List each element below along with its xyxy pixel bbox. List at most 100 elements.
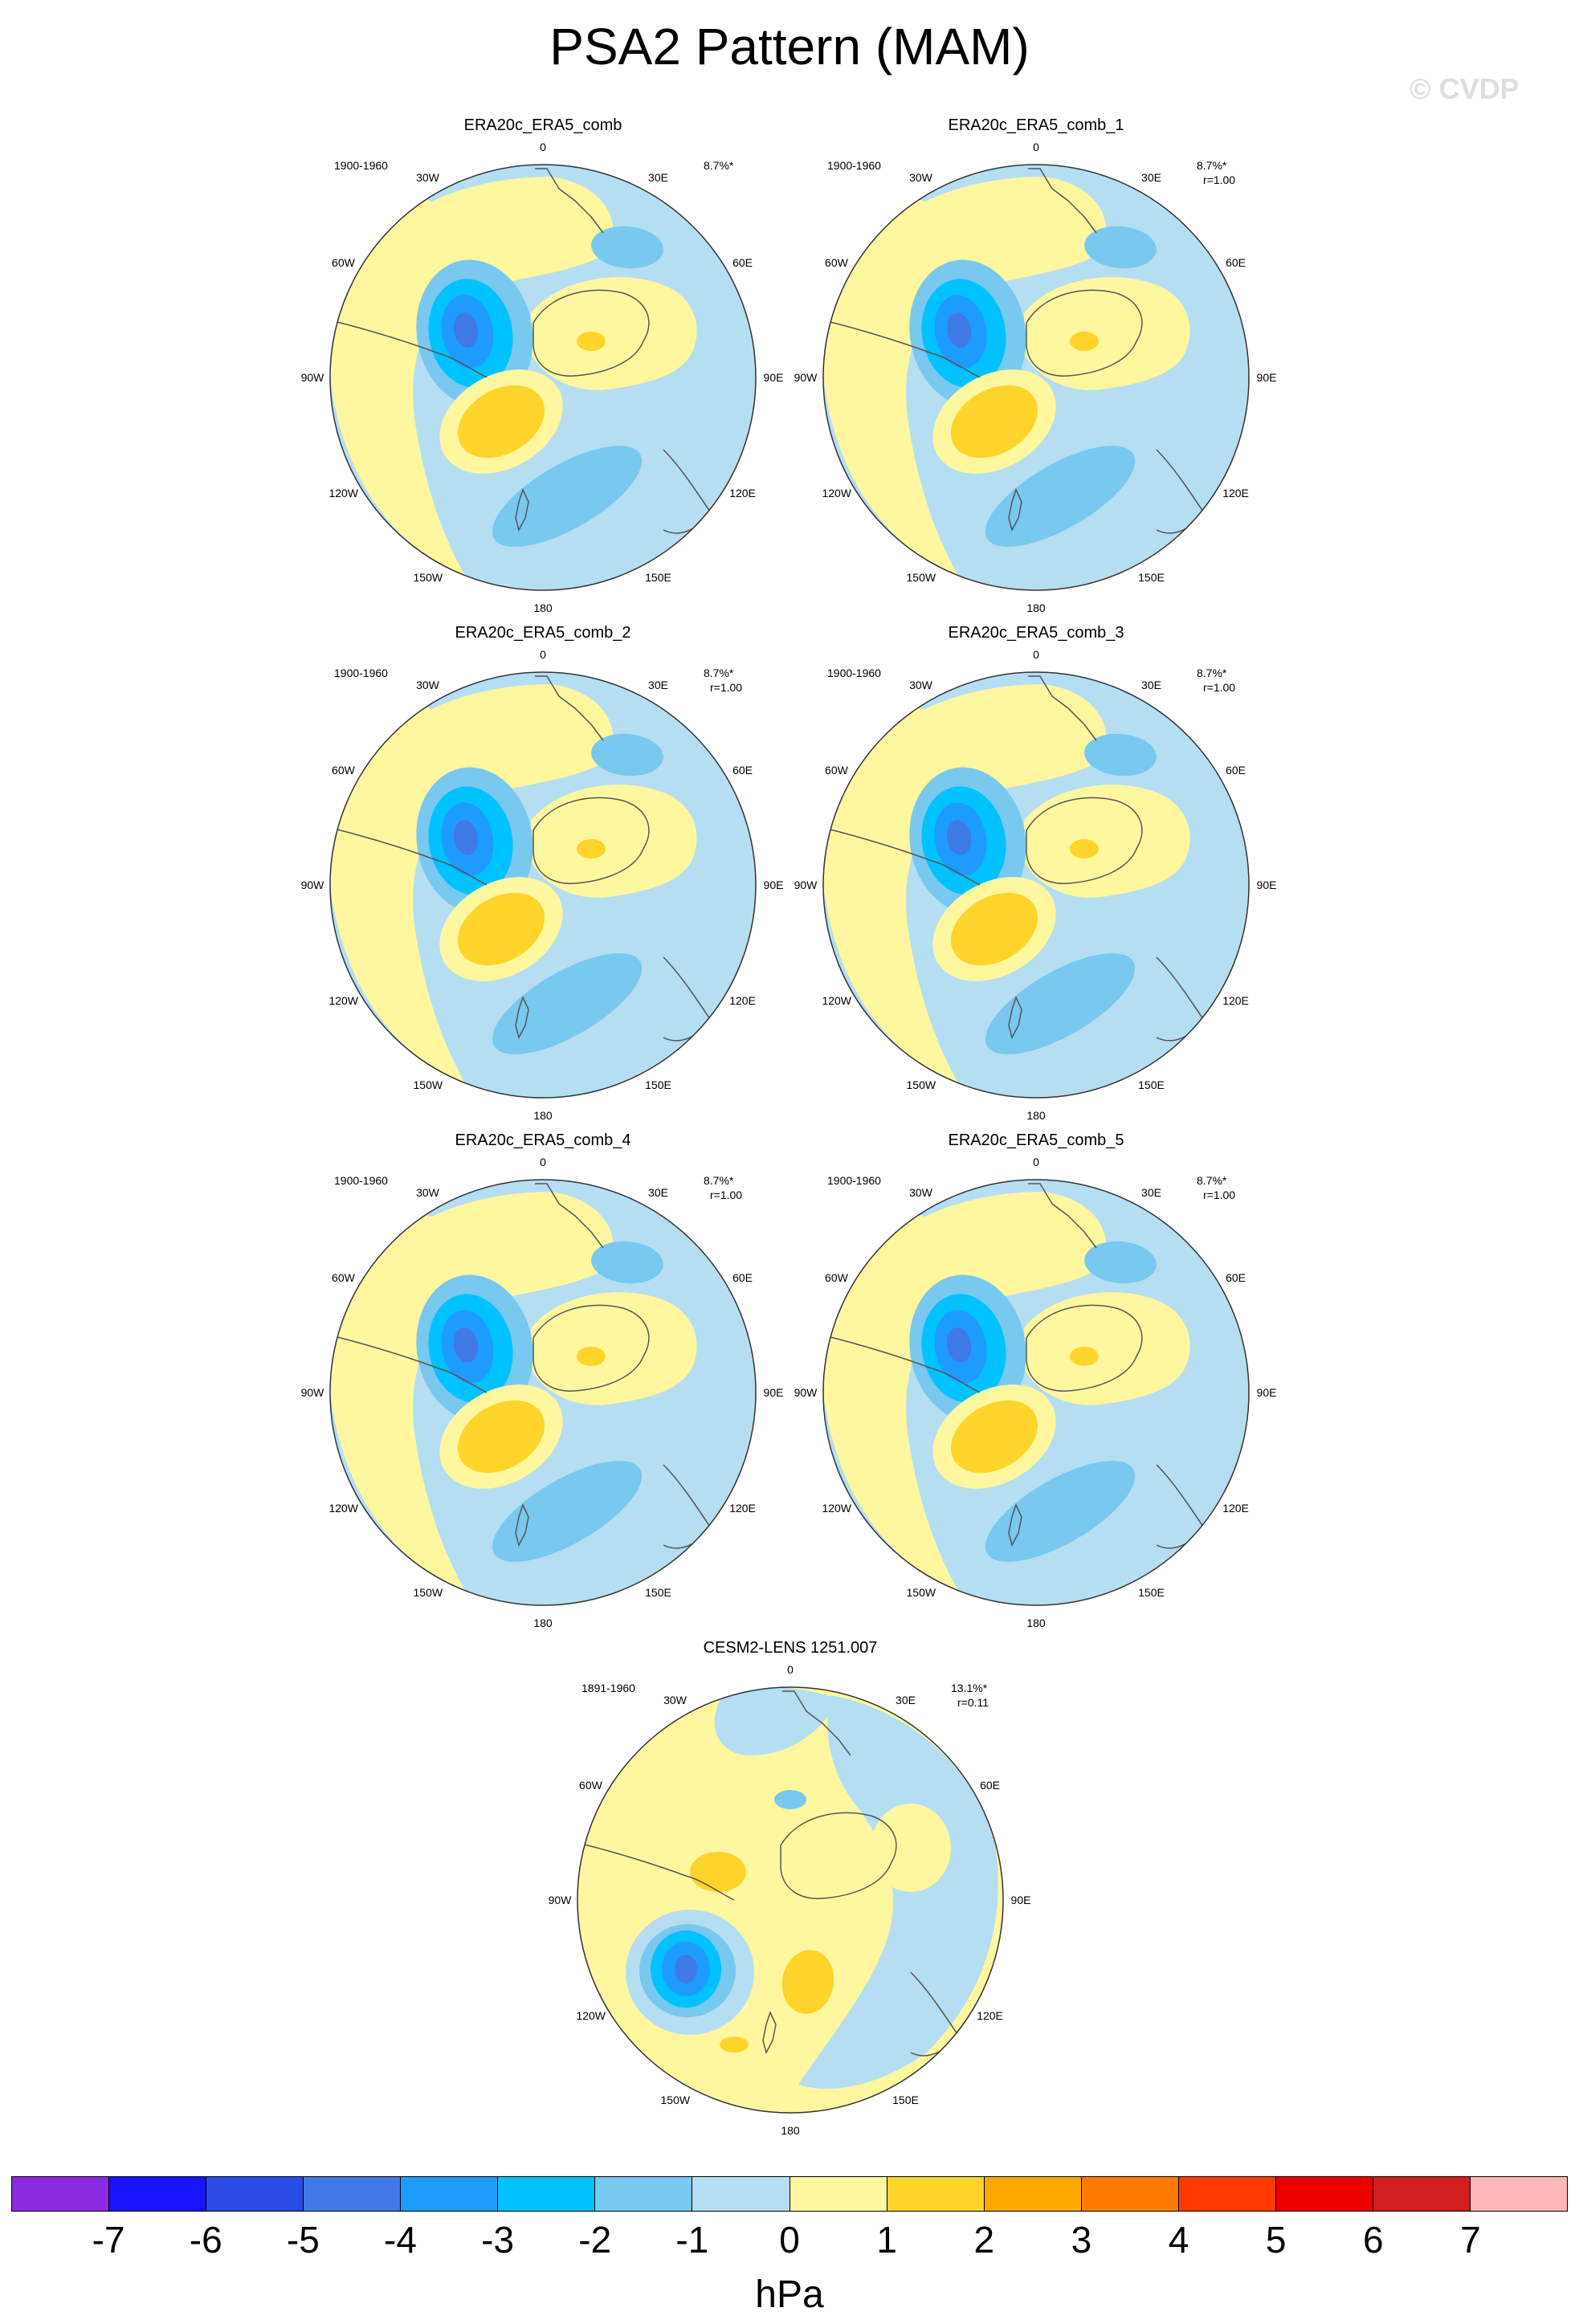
map-panel: ERA20c_ERA5_comb_4 1900-1960 8.7%* r=1.00 0 3…: [301, 1127, 784, 1629]
longitude-label: 120E: [977, 2008, 1003, 2022]
south-america-coastline: [581, 1843, 735, 1901]
colorbar-tick-label: -2: [578, 2219, 612, 2261]
new-zealand-coastline: [1008, 487, 1022, 532]
anomaly-contours: [823, 168, 1206, 578]
colorbar-tick-label: 7: [1460, 2219, 1481, 2261]
longitude-label: 0: [540, 1156, 546, 1168]
colorbar-swatch: [692, 2177, 790, 2211]
positive-anomaly-interior: [1070, 1347, 1099, 1366]
period-label: 1900-1960: [827, 159, 881, 172]
longitude-label: 60E: [980, 1778, 1000, 1792]
south-america-coastline: [826, 320, 981, 378]
map-border: [577, 1686, 1004, 2114]
colorbar-tick-label: 4: [1168, 2219, 1189, 2261]
positive-anomaly-south-core: [457, 385, 545, 459]
longitude-label: 30E: [1141, 679, 1161, 692]
longitude-label: 90E: [763, 371, 784, 384]
africa-coastline: [782, 1690, 851, 1756]
polar-map: [329, 164, 757, 591]
africa-coastline: [1028, 675, 1097, 741]
panel-title: CESM2-LENS 1251.007: [703, 1639, 878, 1657]
negative-anomaly-southeast: [492, 1461, 643, 1562]
positive-anomaly-south-core: [950, 892, 1038, 966]
variance-explained-label: 8.7%*: [1197, 1174, 1227, 1187]
longitude-label: 120W: [822, 1501, 852, 1515]
negative-anomaly-southeast: [985, 446, 1136, 547]
positive-anomaly-northwest: [867, 684, 1107, 803]
map-border: [822, 671, 1250, 1099]
longitude-label: 30E: [896, 1694, 916, 1707]
near-zero-anomaly-east: [798, 1695, 998, 2090]
longitude-label: 180: [1026, 601, 1046, 614]
polar-map: [329, 671, 757, 1099]
colorbar-swatch: [1470, 2177, 1567, 2211]
new-zealand-coastline: [762, 2010, 777, 2055]
positive-anomaly-northwest: [374, 177, 614, 296]
watermark: © CVDP: [1410, 72, 1520, 105]
anomaly-contours: [823, 1183, 1206, 1593]
new-zealand-coastline: [515, 995, 529, 1040]
longitude-label: 90W: [300, 371, 324, 384]
colorbar-tick-label: 5: [1265, 2219, 1287, 2261]
africa-coastline: [535, 1183, 604, 1249]
longitude-label: 0: [540, 648, 546, 661]
pattern-correlation-label: r=1.00: [1203, 681, 1236, 694]
longitude-label: 30E: [1141, 171, 1161, 185]
south-america-coastline: [333, 1335, 488, 1393]
longitude-label: 180: [781, 2124, 800, 2137]
longitude-label: 150E: [1138, 1585, 1165, 1599]
period-label: 1900-1960: [827, 1174, 881, 1187]
longitude-label: 30W: [416, 1186, 439, 1200]
pattern-correlation-label: r=1.00: [710, 681, 743, 694]
anomaly-contours: [577, 1687, 1003, 2113]
longitude-label: 30E: [1141, 1186, 1161, 1200]
longitude-label: 120E: [1222, 1501, 1249, 1515]
positive-anomaly-south-core: [950, 385, 1038, 459]
positive-anomaly-antarctica: [531, 1292, 697, 1405]
polar-map: [822, 1179, 1250, 1606]
longitude-label: 180: [1026, 1109, 1046, 1122]
positive-anomaly-antarctica: [531, 277, 697, 390]
colorbar-tick-label: -5: [286, 2219, 320, 2261]
longitude-label: 180: [533, 601, 553, 614]
colorbar-tick-label: -7: [92, 2219, 125, 2261]
new-zealand-coastline: [515, 1502, 529, 1547]
positive-anomaly-antarctica: [531, 785, 697, 898]
polar-map: [822, 671, 1250, 1099]
longitude-label: 60E: [732, 1270, 753, 1284]
longitude-label: 30W: [909, 1186, 932, 1200]
positive-anomaly-interior: [577, 839, 606, 858]
variance-explained-label: 8.7%*: [1197, 159, 1227, 172]
negative-anomaly-center-core: [453, 1327, 479, 1363]
colorbar-swatch: [498, 2177, 596, 2211]
colorbar-tick-label: 0: [779, 2219, 800, 2261]
period-label: 1900-1960: [334, 1174, 388, 1187]
longitude-label: 120W: [576, 2008, 606, 2022]
negative-anomaly-center-core: [453, 820, 479, 855]
longitude-label: 60E: [1226, 763, 1246, 777]
longitude-label: 90W: [794, 879, 818, 891]
map-panel: ERA20c_ERA5_comb_3 1900-1960 8.7%* r=1.00 0 3…: [794, 620, 1277, 1122]
positive-anomaly-interior: [577, 332, 606, 351]
positive-anomaly-east: [871, 1804, 951, 1892]
positive-anomaly-northwest: [374, 1192, 614, 1311]
colorbar-swatch: [109, 2177, 207, 2211]
map-panel: ERA20c_ERA5_comb_1 1900-1960 8.7%* r=1.00 0 3…: [794, 112, 1277, 614]
longitude-label: 30W: [909, 171, 932, 185]
pattern-correlation-label: r=0.11: [957, 1696, 989, 1709]
negative-anomaly-southeast: [985, 1461, 1136, 1562]
negative-anomaly-northeast: [1084, 733, 1157, 777]
longitude-label: 150E: [645, 1078, 671, 1091]
negative-anomaly-southeast: [985, 953, 1136, 1054]
longitude-label: 30E: [648, 679, 668, 692]
longitude-label: 120W: [328, 993, 359, 1007]
longitude-label: 60W: [332, 1270, 355, 1284]
positive-anomaly-antarctica: [1024, 785, 1190, 898]
colorbar-swatch: [1275, 2177, 1373, 2211]
map-panel: ERA20c_ERA5_comb_2 1900-1960 8.7%* r=1.00 0 3…: [301, 620, 784, 1122]
negative-anomaly-center-core: [946, 820, 972, 855]
negative-anomaly-northeast: [591, 226, 663, 269]
variance-explained-label: 8.7%*: [1197, 667, 1227, 679]
longitude-label: 60W: [579, 1778, 602, 1792]
longitude-label: 60W: [332, 255, 355, 269]
